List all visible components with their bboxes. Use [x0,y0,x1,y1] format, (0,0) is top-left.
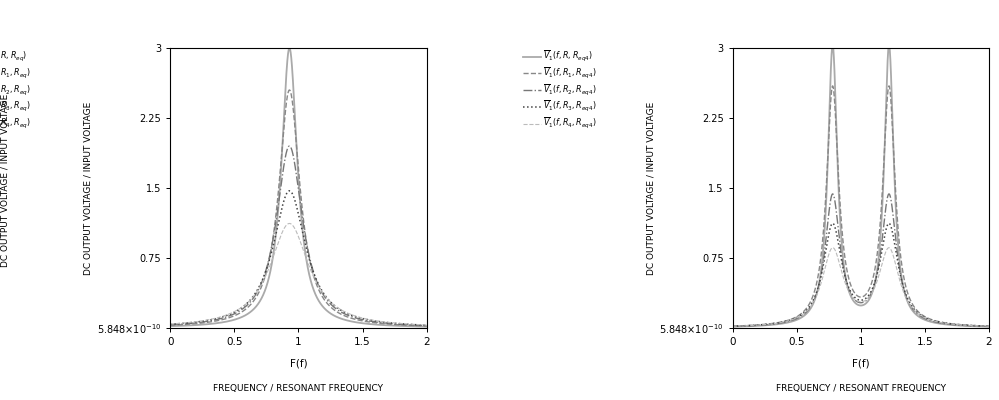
Y-axis label: DC OUTPUT VOLTAGE / INPUT VOLTAGE: DC OUTPUT VOLTAGE / INPUT VOLTAGE [84,101,93,275]
X-axis label: FREQUENCY / RESONANT FREQUENCY: FREQUENCY / RESONANT FREQUENCY [214,384,384,393]
Y-axis label: DC OUTPUT VOLTAGE / INPUT VOLTAGE: DC OUTPUT VOLTAGE / INPUT VOLTAGE [646,101,655,275]
Text: F(f): F(f) [290,359,308,369]
Legend: $\overline{V}_1(f,R,R_{eq4})$, $\overline{V}_1(f,R_1,R_{eq4})$, $\overline{V}_1(: $\overline{V}_1(f,R,R_{eq4})$, $\overlin… [522,48,597,132]
Text: F(f): F(f) [852,359,870,369]
Text: DC OUTPUT VOLTAGE / INPUT VOLTAGE: DC OUTPUT VOLTAGE / INPUT VOLTAGE [0,93,10,267]
X-axis label: FREQUENCY / RESONANT FREQUENCY: FREQUENCY / RESONANT FREQUENCY [776,384,946,393]
Legend: $\overline{V}_1(f,R,R_{eq})$, $\overline{V}_1(f,R_1,R_{eq})$, $\overline{V}_1(f,: $\overline{V}_1(f,R,R_{eq})$, $\overline… [0,48,32,132]
